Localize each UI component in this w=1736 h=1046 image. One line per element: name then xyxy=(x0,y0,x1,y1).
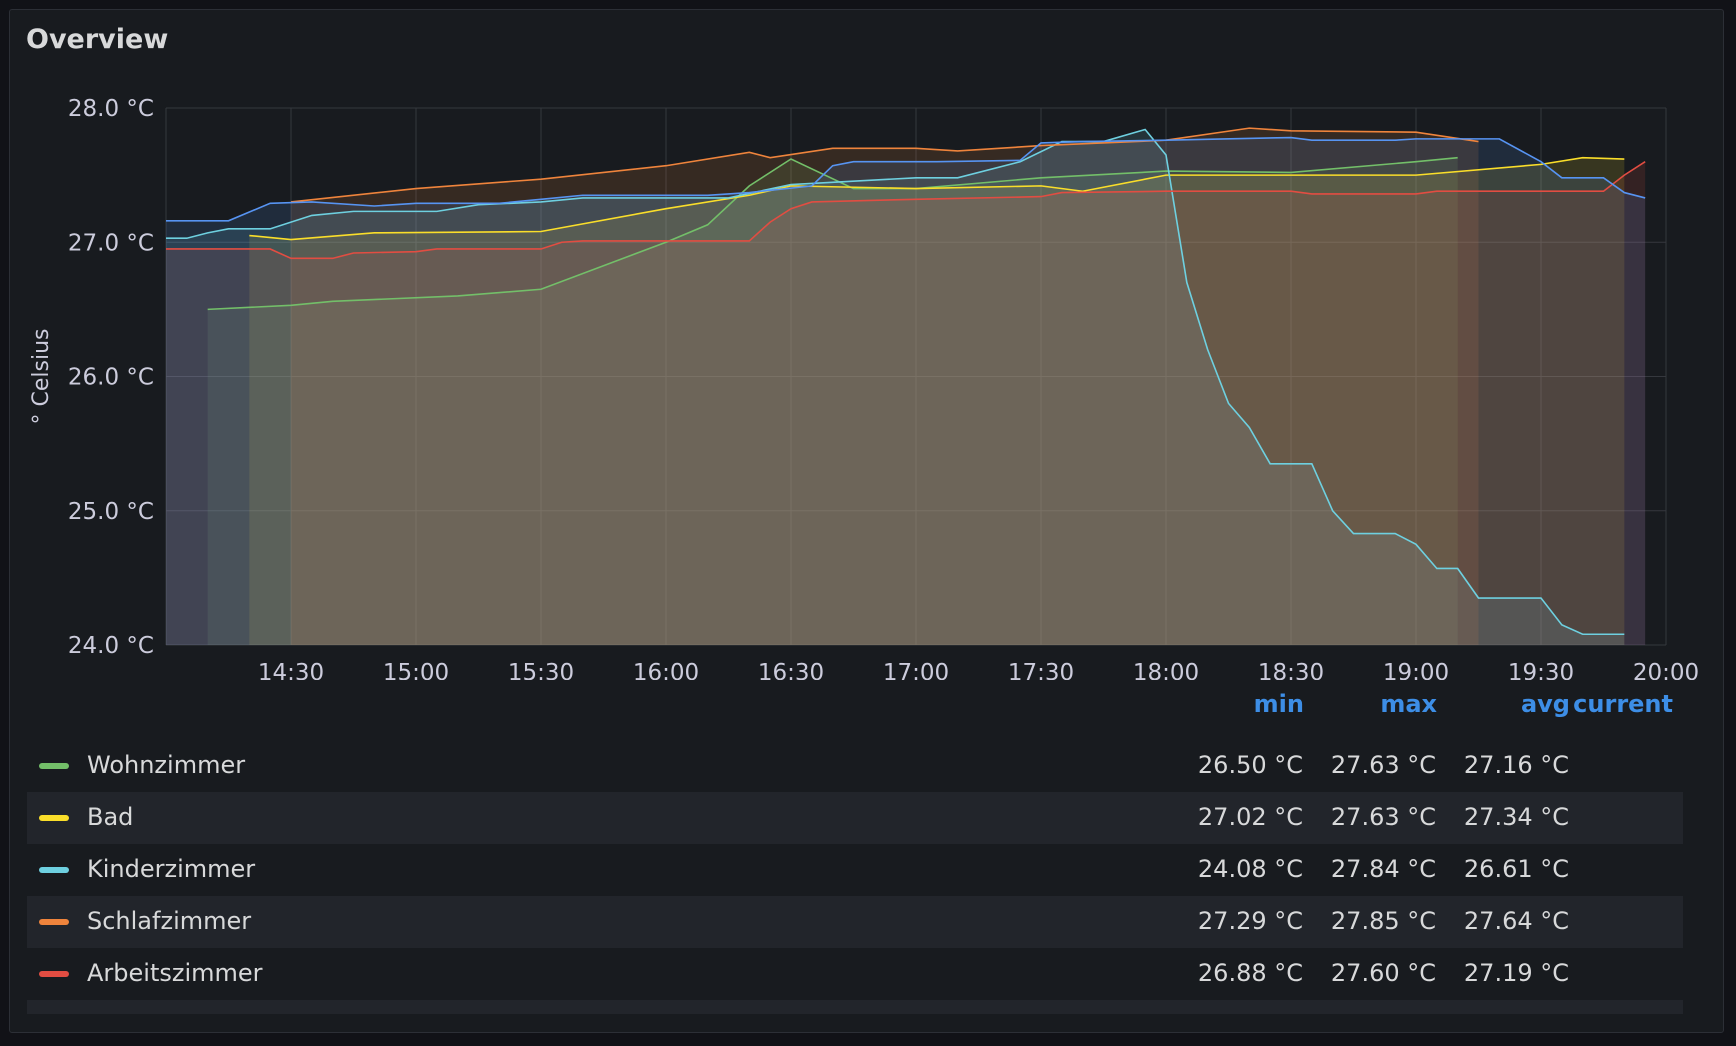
legend-value-max: 27.63 °C xyxy=(1330,751,1436,779)
legend-value-max: 27.60 °C xyxy=(1330,959,1436,987)
series-area xyxy=(166,161,1646,645)
y-tick-label: 24.0 °C xyxy=(68,633,154,659)
legend-row[interactable]: Wohnzimmer 26.50 °C 27.63 °C 27.16 °C xyxy=(27,740,1683,792)
legend-value-min: 24.08 °C xyxy=(1197,855,1303,883)
series-line xyxy=(166,161,1646,260)
series-color-swatch[interactable] xyxy=(39,919,69,925)
x-tick-label: 18:00 xyxy=(1133,660,1199,680)
series-color-swatch[interactable] xyxy=(39,971,69,977)
x-tick-label: 15:30 xyxy=(508,660,574,680)
series-area xyxy=(249,157,1625,646)
legend-value-min: 26.50 °C xyxy=(1197,751,1303,779)
series-line xyxy=(249,156,1625,241)
series-area xyxy=(166,129,1625,646)
legend-row[interactable]: Schlafzimmer 27.29 °C 27.85 °C 27.64 °C xyxy=(27,896,1683,948)
legend-column-current[interactable]: current xyxy=(1573,690,1673,718)
x-tick-label: 19:30 xyxy=(1508,660,1574,680)
legend-scroll-strip[interactable] xyxy=(27,1000,1683,1014)
series-line xyxy=(290,127,1479,203)
legend-row[interactable]: Arbeitszimmer 26.88 °C 27.60 °C 27.19 °C xyxy=(27,948,1683,1000)
legend-value-max: 27.84 °C xyxy=(1330,855,1436,883)
series-name[interactable]: Arbeitszimmer xyxy=(87,959,263,987)
temperature-chart: 24.0 °C 25.0 °C 26.0 °C 27.0 °C 28.0 °C 14:30… xyxy=(29,96,1699,680)
legend-value-min: 26.88 °C xyxy=(1197,959,1303,987)
legend-value-avg: 27.16 °C xyxy=(1463,751,1569,779)
legend-value-min: 27.29 °C xyxy=(1197,907,1303,935)
legend-column-min[interactable]: min xyxy=(1253,690,1304,718)
x-tick-label: 20:00 xyxy=(1633,660,1699,680)
y-tick-label: 26.0 °C xyxy=(68,365,154,391)
x-tick-label: 16:00 xyxy=(633,660,699,680)
x-tick-label: 15:00 xyxy=(383,660,449,680)
y-axis-label: ° Celsius xyxy=(29,329,54,425)
legend-value-max: 27.63 °C xyxy=(1330,803,1436,831)
legend-row[interactable]: Kinderzimmer 24.08 °C 27.84 °C 26.61 °C xyxy=(27,844,1683,896)
panel-title: Overview xyxy=(26,24,169,55)
series-name[interactable]: Kinderzimmer xyxy=(87,855,256,883)
y-tick-label: 27.0 °C xyxy=(68,230,154,256)
x-tick-label: 17:00 xyxy=(883,660,949,680)
overview-panel: Overview xyxy=(9,9,1724,1033)
series-name[interactable]: Wohnzimmer xyxy=(87,751,246,779)
y-tick-label: 28.0 °C xyxy=(68,96,154,122)
legend-value-avg: 26.61 °C xyxy=(1463,855,1569,883)
legend-column-max[interactable]: max xyxy=(1380,690,1437,718)
x-tick-label: 16:30 xyxy=(758,660,824,680)
legend-row[interactable]: Bad 27.02 °C 27.63 °C 27.34 °C xyxy=(27,792,1683,844)
y-tick-label: 25.0 °C xyxy=(68,499,154,525)
x-tick-label: 17:30 xyxy=(1008,660,1074,680)
legend-value-max: 27.85 °C xyxy=(1330,907,1436,935)
series-color-swatch[interactable] xyxy=(39,815,69,821)
series-name[interactable]: Schlafzimmer xyxy=(87,907,252,935)
series-line xyxy=(207,156,1458,311)
x-tick-label: 19:00 xyxy=(1383,660,1449,680)
series-color-swatch[interactable] xyxy=(39,867,69,873)
x-tick-label: 18:30 xyxy=(1258,660,1324,680)
series-color-swatch[interactable] xyxy=(39,763,69,769)
legend-column-avg[interactable]: avg xyxy=(1520,690,1570,718)
series-line xyxy=(166,136,1646,222)
series-area xyxy=(166,137,1646,645)
legend-value-min: 27.02 °C xyxy=(1197,803,1303,831)
series-area xyxy=(291,128,1479,645)
legend-value-avg: 27.19 °C xyxy=(1463,959,1569,987)
series-area xyxy=(207,157,1458,646)
x-tick-label: 14:30 xyxy=(258,660,324,680)
series-line xyxy=(166,128,1625,636)
legend-value-avg: 27.64 °C xyxy=(1463,907,1569,935)
series-name[interactable]: Bad xyxy=(87,803,134,831)
legend-value-avg: 27.34 °C xyxy=(1463,803,1569,831)
